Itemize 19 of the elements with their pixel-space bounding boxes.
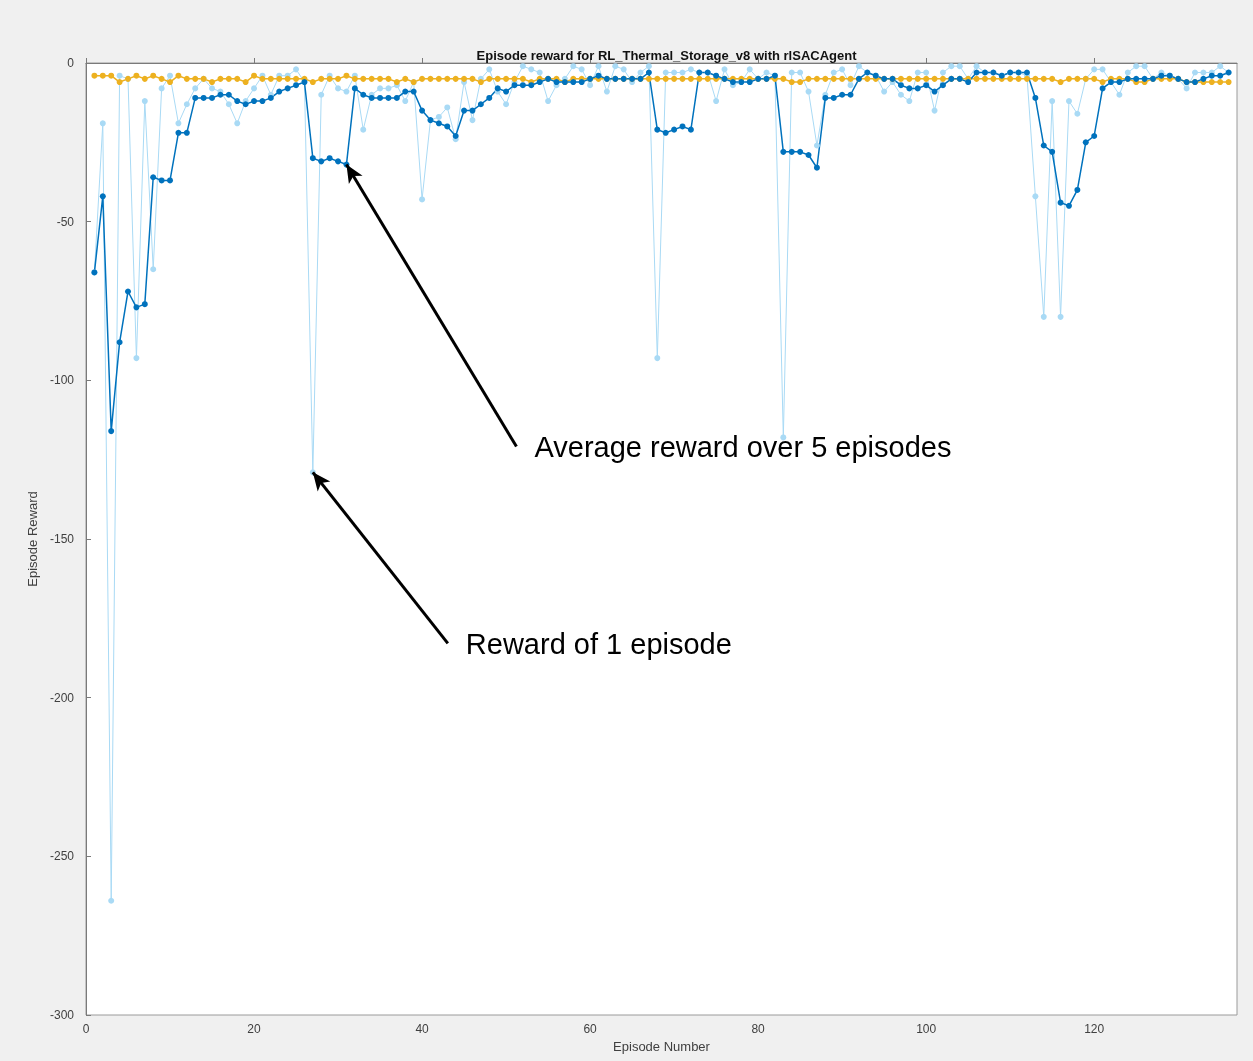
x-tick-label: 40 <box>415 1022 430 1036</box>
y-tick-label: -200 <box>49 690 75 705</box>
x-tick-label: 100 <box>916 1022 937 1036</box>
y-axis-title: Episode Reward <box>25 491 41 587</box>
x-tick-label: 60 <box>583 1022 598 1036</box>
y-tick-label: 0 <box>67 56 75 70</box>
y-tick-label: -300 <box>49 1008 75 1022</box>
chart-title: Episode reward for RL_Thermal_Storage_v8 with rlSACAgent <box>476 48 858 63</box>
x-axis-title: Episode Number <box>613 1038 711 1054</box>
x-tick-label: 0 <box>82 1022 90 1036</box>
x-tick-label: 80 <box>751 1022 766 1036</box>
y-tick-label: -150 <box>49 532 75 546</box>
y-tick-label: -250 <box>49 849 75 864</box>
y-tick-label: -100 <box>49 373 75 388</box>
x-tick-label: 120 <box>1084 1022 1105 1036</box>
annotation: Reward of 1 episode <box>465 627 732 660</box>
x-tick-label: 20 <box>247 1022 262 1036</box>
y-tick-label: -50 <box>56 214 75 229</box>
annotation: Average reward over 5 episodes <box>534 431 952 464</box>
